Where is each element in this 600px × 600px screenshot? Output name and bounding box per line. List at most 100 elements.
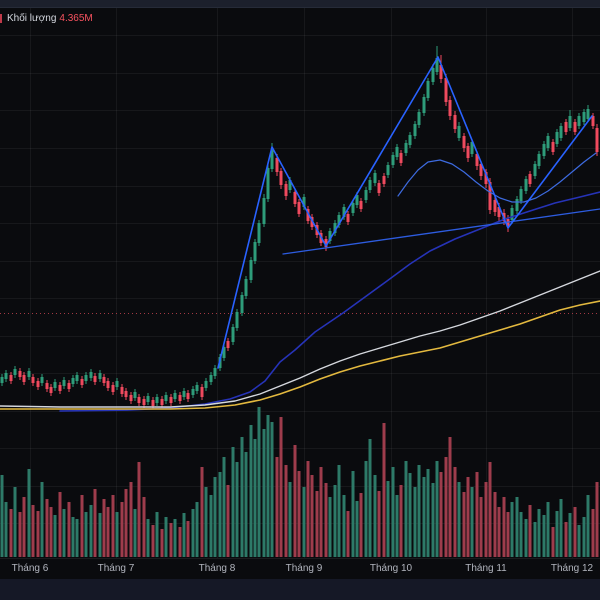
ma-yellow-line[interactable] xyxy=(0,300,600,410)
volume-bar xyxy=(40,482,44,557)
candle-body xyxy=(386,165,390,175)
candle-body xyxy=(133,392,137,398)
candle-body xyxy=(506,219,510,227)
volume-bar xyxy=(475,472,479,557)
volume-bar xyxy=(408,473,412,557)
volume-bar xyxy=(502,497,506,557)
volume-bar xyxy=(288,482,292,557)
volume-bar xyxy=(270,422,274,557)
volume-bar xyxy=(457,482,461,557)
candle-body xyxy=(102,377,106,383)
candle-body xyxy=(568,116,572,128)
volume-bar xyxy=(262,429,266,557)
volume-bar xyxy=(249,425,253,557)
volume-bar xyxy=(137,462,141,557)
candle-body xyxy=(510,208,514,220)
candle-body xyxy=(488,182,492,210)
candle-body xyxy=(80,379,84,385)
zigzag-line[interactable] xyxy=(217,56,593,369)
trendline[interactable] xyxy=(282,208,600,255)
volume-bar xyxy=(98,513,102,557)
volume-bar xyxy=(58,492,62,557)
candle-body xyxy=(226,341,230,348)
candle-body xyxy=(364,190,368,200)
volume-bar xyxy=(213,477,217,557)
volume-bar xyxy=(582,517,586,557)
candle-body xyxy=(244,279,248,296)
candle-body xyxy=(537,154,541,166)
volume-bar xyxy=(67,502,71,557)
candle-body xyxy=(22,375,26,382)
volume-bar xyxy=(191,509,195,557)
volume-value: 4.365M xyxy=(59,13,93,24)
volume-bar xyxy=(111,495,115,557)
volume-bar xyxy=(515,497,519,557)
volume-bar xyxy=(200,467,204,557)
candle-body xyxy=(84,375,88,381)
candle-body xyxy=(115,381,119,387)
volume-bar xyxy=(519,512,523,557)
volume-bar xyxy=(359,493,363,557)
candle-body xyxy=(169,397,173,403)
candle-body xyxy=(257,223,261,243)
candle-body xyxy=(124,391,128,397)
volume-bar xyxy=(36,511,40,557)
candle-body xyxy=(160,399,164,405)
volume-bar xyxy=(537,509,541,557)
candle-body xyxy=(182,391,186,397)
volume-bar xyxy=(257,407,261,557)
candle-body xyxy=(18,371,22,377)
candle-body xyxy=(89,372,93,378)
volume-bar xyxy=(204,487,208,557)
volume-bar xyxy=(551,527,555,557)
candle-body xyxy=(324,239,328,247)
volume-bar xyxy=(435,461,439,557)
candle-body xyxy=(0,377,4,383)
volume-bar xyxy=(368,439,372,557)
time-axis-label: Tháng 9 xyxy=(285,563,323,574)
volume-bar xyxy=(178,527,182,557)
volume-bar xyxy=(364,461,368,557)
volume-bar xyxy=(279,417,283,557)
candle-body xyxy=(582,112,586,122)
time-axis[interactable]: Tháng 6 Tháng 7 Tháng 8 Tháng 9 Tháng 10 Thán… xyxy=(0,558,600,579)
volume-bar xyxy=(27,469,31,557)
candle-body xyxy=(359,201,363,209)
candle-body xyxy=(262,198,266,224)
volume-bar xyxy=(160,529,164,557)
volume-bar xyxy=(75,519,79,557)
volume-bar xyxy=(80,495,84,557)
candle-body xyxy=(528,174,532,184)
candle-body xyxy=(444,78,448,102)
volume-bar xyxy=(231,447,235,557)
volume-bar xyxy=(386,481,390,557)
volume-bar xyxy=(129,482,133,557)
candle-body xyxy=(111,385,115,392)
chart-canvas[interactable] xyxy=(0,0,600,558)
candle-body xyxy=(475,154,479,166)
candle-body xyxy=(333,223,337,233)
volume-bar xyxy=(195,502,199,557)
ma-slow-line[interactable] xyxy=(59,191,600,412)
ma-white-line[interactable] xyxy=(0,270,600,408)
candle-body xyxy=(266,168,270,199)
volume-bar xyxy=(555,511,559,557)
volume-bar xyxy=(266,415,270,557)
candle-body xyxy=(515,199,519,211)
top-toolbar-edge xyxy=(0,0,600,8)
volume-bar xyxy=(151,525,155,557)
candle-body xyxy=(13,369,17,375)
volume-bar xyxy=(275,457,279,557)
candle-body xyxy=(577,116,581,126)
candle-body xyxy=(178,395,182,401)
volume-bar xyxy=(244,452,248,557)
time-axis-label: Tháng 6 xyxy=(11,563,49,574)
ma-fast-line[interactable] xyxy=(397,152,597,203)
volume-bar xyxy=(533,522,537,557)
candle-body xyxy=(377,183,381,193)
indicator-legend[interactable]: Khối lượng 4.365M xyxy=(7,12,93,26)
volume-bar xyxy=(404,461,408,557)
volume-bar xyxy=(31,505,35,557)
volume-bar xyxy=(102,499,106,557)
candle-body xyxy=(484,172,488,184)
